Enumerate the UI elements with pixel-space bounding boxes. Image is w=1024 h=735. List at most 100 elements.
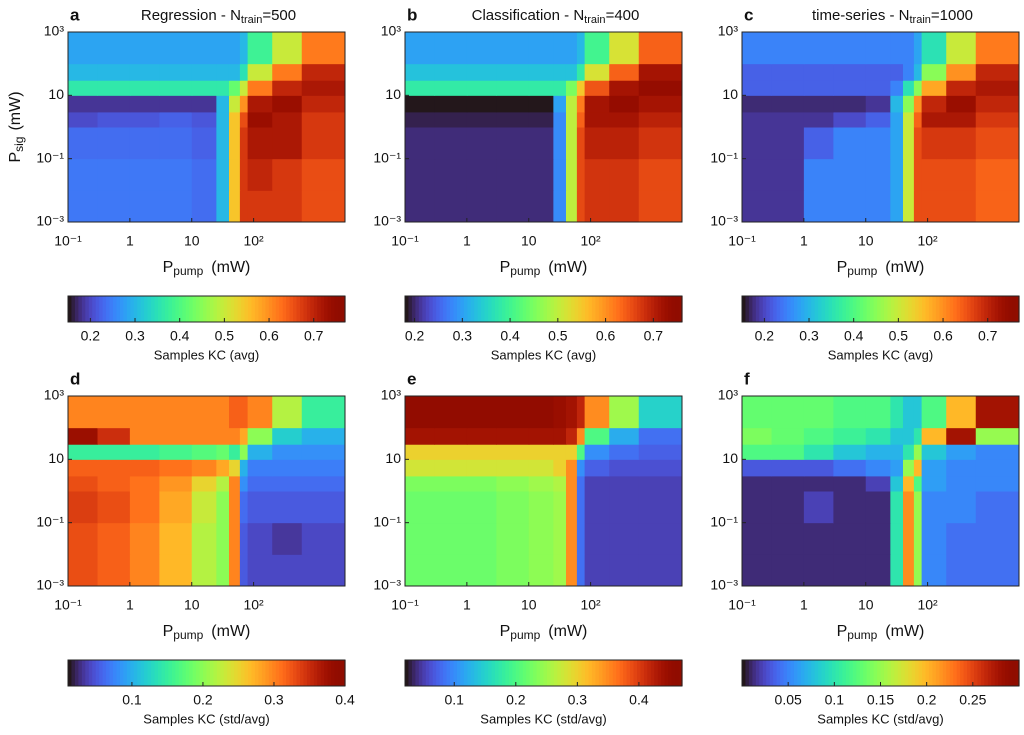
colorbar-swatch <box>140 660 145 686</box>
colorbar-swatch <box>818 296 823 322</box>
heatmap-cell <box>434 127 468 160</box>
colorbar-swatch <box>894 296 899 322</box>
heatmap-cell <box>584 396 610 429</box>
colorbar-swatch <box>1001 660 1006 686</box>
colorbar-swatch <box>241 660 246 686</box>
heatmap-cell <box>68 491 99 524</box>
heatmap-cell <box>913 475 923 492</box>
colorbar-swatch <box>498 296 503 322</box>
heatmap-cell <box>228 459 241 477</box>
colorbar-swatch <box>275 296 280 322</box>
heatmap-cell <box>129 491 160 524</box>
heatmap-cell <box>434 63 468 81</box>
heatmap-cell <box>833 95 867 113</box>
heatmap-cell <box>771 427 805 445</box>
colorbar-swatch <box>928 660 934 686</box>
heatmap-cell <box>129 190 160 223</box>
colorbar-swatch <box>591 660 597 686</box>
heatmap-cell <box>247 63 273 81</box>
colorbar-swatch <box>144 296 149 322</box>
colorbar-swatch <box>598 296 603 322</box>
colorbar-swatch <box>557 660 562 686</box>
heatmap-cell <box>496 475 530 492</box>
heatmap-cell <box>496 444 530 460</box>
heatmap-cell <box>890 475 904 492</box>
colorbar-swatch <box>422 296 427 322</box>
heatmap-cell <box>97 158 131 191</box>
heatmap-cell <box>228 158 241 191</box>
heatmap-cell <box>565 127 578 160</box>
heatmap-cell <box>216 444 230 460</box>
colorbar-swatch <box>553 660 558 686</box>
colorbar-swatch <box>835 296 840 322</box>
heatmap-cell <box>68 63 99 81</box>
title-end: =400 <box>606 7 640 24</box>
heatmap-cell <box>921 396 947 429</box>
heatmap-cell <box>247 459 273 477</box>
heatmap-cell <box>913 32 923 65</box>
heatmap-cell <box>528 95 554 113</box>
y-tick-label: 10⁻³ <box>373 213 401 229</box>
heatmap-cell <box>975 396 1020 429</box>
colorbar-swatch <box>425 296 430 322</box>
colorbar-swatch <box>953 660 958 686</box>
colorbar-swatch <box>303 296 308 322</box>
heatmap-cell <box>576 522 586 555</box>
heatmap-cell <box>565 475 578 492</box>
colorbar-swatch <box>678 296 683 322</box>
heatmap-cell <box>865 522 891 555</box>
colorbar-swatch <box>164 660 170 686</box>
heatmap-cell <box>129 111 160 128</box>
colorbar-swatch <box>88 660 93 686</box>
heatmap-cell <box>584 63 610 81</box>
colorbar-swatch <box>811 660 816 686</box>
colorbar-tick-label: 0.2 <box>405 328 425 344</box>
heatmap-cell <box>216 127 230 160</box>
colorbar-swatch <box>787 660 792 686</box>
colorbar-swatch <box>175 660 180 686</box>
colorbar-tick-label: 0.1 <box>825 692 845 708</box>
colorbar-swatch <box>769 296 774 322</box>
colorbar-swatch <box>567 660 572 686</box>
heatmap-cell <box>68 111 99 128</box>
heatmap-cell <box>301 80 346 96</box>
heatmap-cell <box>528 127 554 160</box>
y-tick-label: 10⁻¹ <box>36 149 64 165</box>
heatmap-cell <box>803 32 834 65</box>
heatmap-cell <box>496 427 530 445</box>
heatmap-cell <box>301 522 346 555</box>
heatmap-cell <box>405 427 436 445</box>
colorbar-swatch <box>512 660 517 686</box>
colorbar-swatch <box>505 660 510 686</box>
heatmap-cell <box>239 427 249 445</box>
colorbar-swatch <box>182 296 187 322</box>
x-tick-label: 10⁻¹ <box>391 597 419 613</box>
colorbar-swatch <box>175 296 180 322</box>
colorbar-swatch <box>797 296 802 322</box>
colorbar-swatch <box>859 660 864 686</box>
colorbar-swatch <box>825 660 830 686</box>
heatmap-cell <box>771 444 805 460</box>
colorbar-swatch <box>797 660 802 686</box>
colorbar-swatch <box>522 296 527 322</box>
heatmap-cell <box>638 32 683 65</box>
heatmap-cell <box>975 522 1020 555</box>
heatmap-cell <box>638 444 683 460</box>
heatmap-cell <box>216 475 230 492</box>
colorbar-swatch <box>633 660 638 686</box>
colorbar-swatch <box>578 660 583 686</box>
heatmap-cell <box>946 63 977 81</box>
heatmap-cell <box>97 444 131 460</box>
y-tick-label: 10⁻¹ <box>36 513 64 529</box>
heatmap-cell <box>584 491 610 524</box>
heatmap-cell <box>247 95 273 113</box>
heatmap-cell <box>239 32 249 65</box>
heatmap-cell <box>975 80 1020 96</box>
heatmap-cell <box>434 427 468 445</box>
colorbar-tick-label: 0.6 <box>596 328 616 344</box>
colorbar-swatch <box>68 660 73 686</box>
heatmap-cell <box>609 459 640 477</box>
heatmap-cell <box>191 95 217 113</box>
colorbar-swatch <box>244 660 249 686</box>
heatmap-cell <box>742 111 773 128</box>
